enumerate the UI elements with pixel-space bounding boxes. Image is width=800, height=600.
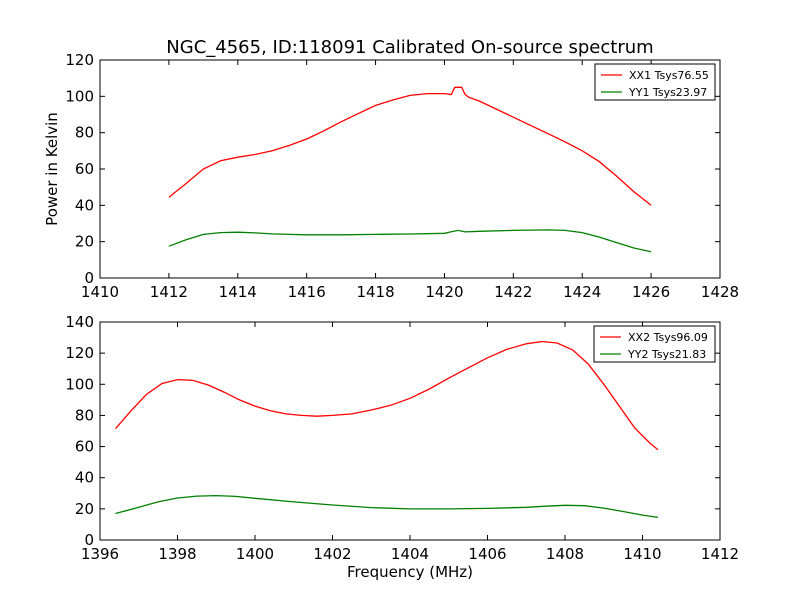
legend-label: YY1 Tsys23.97 bbox=[628, 86, 707, 99]
x-tick-label: 1428 bbox=[701, 283, 739, 301]
legend-label: XX1 Tsys76.55 bbox=[629, 69, 709, 82]
x-tick-label: 1408 bbox=[546, 545, 584, 563]
y-tick-label: 120 bbox=[65, 51, 94, 69]
series-line-yy bbox=[168, 229, 652, 253]
x-tick-label: 1420 bbox=[425, 283, 463, 301]
series-line-xx bbox=[168, 86, 652, 206]
x-tick-label: 1410 bbox=[81, 283, 119, 301]
x-tick-label: 1412 bbox=[701, 545, 739, 563]
y-tick-label: 40 bbox=[75, 469, 94, 487]
x-tick-label: 1404 bbox=[391, 545, 429, 563]
y-tick-label: 60 bbox=[75, 438, 94, 456]
chart-panel-top: 1410 1412 1414 1416 1418 1420 1422 1424 1426 1428… bbox=[43, 51, 739, 301]
y-tick-label: 80 bbox=[75, 406, 94, 424]
legend-box bbox=[593, 325, 716, 363]
legend-label: YY2 Tsys21.83 bbox=[627, 348, 706, 361]
x-tick-label: 1400 bbox=[236, 545, 274, 563]
legend: XX1 Tsys76.55 YY1 Tsys23.97 bbox=[594, 63, 716, 101]
y-tick-label: 100 bbox=[65, 87, 94, 105]
x-tick-label: 1424 bbox=[563, 283, 601, 301]
figure-title: NGC_4565, ID:118091 Calibrated On-source… bbox=[166, 37, 653, 58]
legend-box bbox=[594, 63, 716, 101]
x-tick-label: 1402 bbox=[313, 545, 351, 563]
y-tick-label: 0 bbox=[84, 531, 94, 549]
series-line-yy bbox=[115, 494, 659, 519]
chart-panel-bottom: 1396 1398 1400 1402 1404 1406 1408 1410 1412 0 20 4… bbox=[65, 313, 739, 581]
legend-label: XX2 Tsys96.09 bbox=[628, 331, 708, 344]
x-tick-label: 1416 bbox=[288, 283, 326, 301]
y-tick-label: 0 bbox=[84, 269, 94, 287]
series-line-xx bbox=[115, 340, 659, 451]
x-tick-label: 1398 bbox=[158, 545, 196, 563]
x-tick-label: 1406 bbox=[468, 545, 506, 563]
x-tick-label: 1412 bbox=[150, 283, 188, 301]
x-tick-label: 1418 bbox=[356, 283, 394, 301]
y-axis-title: Power in Kelvin bbox=[43, 112, 61, 226]
x-tick-label: 1422 bbox=[494, 283, 532, 301]
y-tick-label: 60 bbox=[75, 160, 94, 178]
x-tick-label: 1410 bbox=[623, 545, 661, 563]
x-tick-label: 1396 bbox=[81, 545, 119, 563]
y-tick-label: 20 bbox=[75, 233, 94, 251]
y-tick-label: 80 bbox=[75, 124, 94, 142]
x-axis-title: Frequency (MHz) bbox=[347, 563, 473, 581]
y-tick-label: 40 bbox=[75, 196, 94, 214]
y-tick-label: 120 bbox=[65, 344, 94, 362]
y-tick-label: 100 bbox=[65, 375, 94, 393]
x-tick-label: 1414 bbox=[219, 283, 257, 301]
y-tick-label: 140 bbox=[65, 313, 94, 331]
x-tick-label: 1426 bbox=[632, 283, 670, 301]
legend: XX2 Tsys96.09 YY2 Tsys21.83 bbox=[593, 325, 716, 363]
y-tick-label: 20 bbox=[75, 500, 94, 518]
